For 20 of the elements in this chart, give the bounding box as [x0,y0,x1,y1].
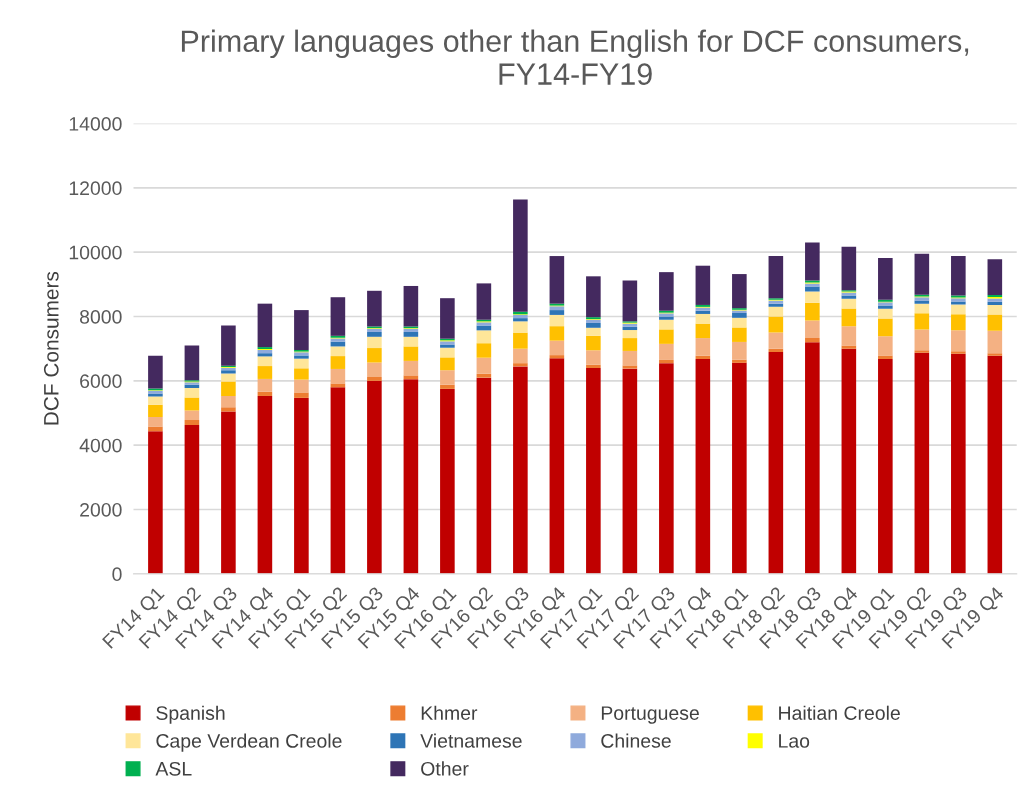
legend-label: ASL [155,761,192,776]
chart-title: Primary languages other than English for DCF consumers, FY14-FY19 [181,29,969,85]
y-tick-label: 10000 [69,245,122,260]
y-axis-title: DCF Consumers [43,271,59,425]
legend-label: Cape Verdean Creole [156,733,342,752]
legend-label: Lao [779,734,810,748]
legend-label: Haitian Creole [779,705,900,720]
legend-label: Other [421,761,469,776]
y-tick-label: 14000 [69,117,122,131]
legend-label: Khmer [421,705,478,720]
y-tick-label: 12000 [69,181,122,196]
y-tick-label: 8000 [79,309,122,324]
y-tick-label: 0 [112,567,122,582]
legend-label: Portuguese [601,706,699,724]
y-tick-label: 4000 [79,438,122,453]
y-tick-label: 2000 [80,502,122,517]
y-tick-label: 6000 [80,374,122,389]
legend-label: Vietnamese [420,733,522,748]
legend-label: Chinese [601,733,671,748]
legend-label: Spanish [156,705,225,724]
